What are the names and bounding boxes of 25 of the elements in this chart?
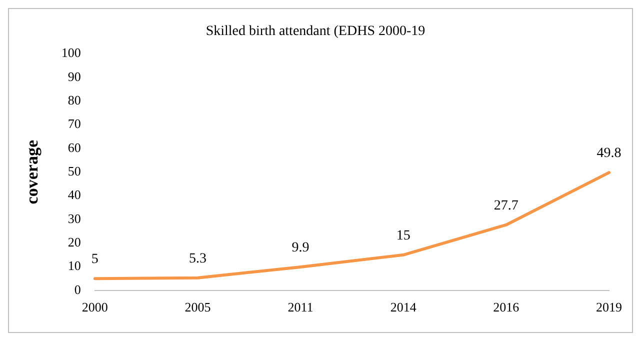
y-tick-label: 30: [68, 210, 81, 226]
data-label: 49.8: [596, 146, 622, 162]
x-tick-label: 2014: [390, 300, 417, 315]
data-label: 27.7: [494, 198, 518, 214]
y-tick-label: 20: [68, 234, 81, 250]
y-tick-label: 60: [68, 140, 81, 155]
y-tick-label: 90: [68, 68, 81, 84]
x-tick-label: 2016: [493, 300, 520, 315]
y-tick-label: 50: [68, 164, 81, 179]
y-tick-label: 10: [68, 258, 81, 274]
x-tick-label: 2019: [596, 300, 622, 315]
y-axis-title: coverage: [22, 140, 42, 204]
x-tick-label: 2011: [288, 300, 314, 315]
y-tick-label: 70: [68, 116, 81, 132]
y-tick-label: 0: [74, 282, 81, 297]
data-label: 5.3: [188, 252, 206, 267]
x-tick-label: 2000: [82, 300, 108, 315]
chart-title: Skilled birth attendant (EDHS 2000-19: [206, 24, 426, 40]
data-label: 9.9: [292, 240, 310, 256]
data-label: 15: [396, 228, 410, 244]
data-label: 5: [91, 252, 98, 268]
y-tick-label: 80: [68, 92, 81, 108]
x-tick-label: 2005: [184, 300, 211, 315]
y-tick-label: 40: [68, 187, 81, 202]
y-tick-label: 100: [61, 45, 81, 60]
